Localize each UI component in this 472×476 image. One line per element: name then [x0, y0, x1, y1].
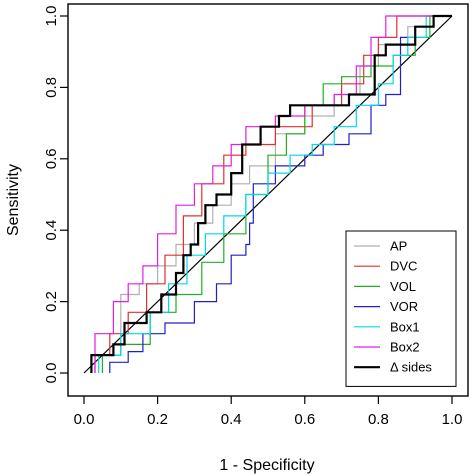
y-tick-label: 0.4: [43, 220, 60, 241]
legend: AP DVC VOL VOR Box1 Box2 Δ sides: [345, 230, 457, 387]
y-tick-label: 1.0: [43, 6, 60, 27]
x-tick-label: 1.0: [442, 411, 463, 428]
legend-entry-label: Δ sides: [390, 360, 432, 375]
y-tick-label: 0.0: [43, 363, 60, 384]
series-line-5: [94, 15, 452, 373]
legend-entry-label: Box2: [390, 340, 420, 355]
y-tick-label: 0.2: [43, 291, 60, 312]
y-tick-label: 0.8: [43, 77, 60, 98]
series-line-3: [109, 15, 452, 373]
series-line-1: [94, 15, 452, 373]
legend-entry-label: AP: [390, 239, 407, 254]
legend-entry-label: DVC: [390, 259, 417, 274]
legend-entry-label: VOL: [390, 279, 416, 294]
x-tick-label: 0.4: [221, 411, 242, 428]
x-tick-label: 0.0: [74, 411, 95, 428]
y-axis: 0.0 0.2 0.4 0.6 0.8 1.0: [43, 6, 68, 384]
series-layer: [90, 14, 452, 373]
y-tick-label: 0.6: [43, 148, 60, 169]
x-tick-label: 0.6: [294, 411, 315, 428]
x-tick-label: 0.2: [147, 411, 168, 428]
series-line-6: [90, 14, 452, 373]
series-line-4: [98, 15, 452, 373]
x-tick-label: 0.8: [368, 411, 389, 428]
legend-entry-label: Box1: [390, 319, 420, 334]
y-axis-title: Sensitivity: [5, 164, 22, 236]
legend-entry-label: VOR: [390, 299, 418, 314]
x-axis: 0.0 0.2 0.4 0.6 0.8 1.0: [74, 396, 463, 428]
x-axis-title: 1 - Specificity: [219, 457, 314, 474]
legend-box: [345, 230, 457, 387]
